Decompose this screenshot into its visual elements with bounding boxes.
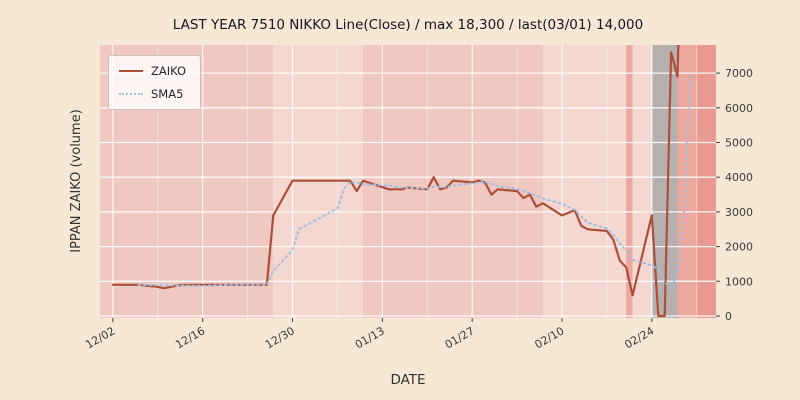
y-tick-label: 6000 (725, 102, 753, 115)
y-tick-label: 5000 (725, 137, 753, 150)
x-tick-label: 12/30 (263, 324, 297, 351)
y-tick-label: 2000 (725, 241, 753, 254)
background-band (696, 45, 717, 318)
legend-item-zaiko: ZAIKO (119, 64, 186, 78)
zaiko-line-swatch (119, 70, 143, 72)
x-axis-label: DATE (390, 372, 425, 388)
series-lines (111, 45, 692, 318)
background-band (626, 45, 633, 318)
x-tick-label: 12/16 (173, 324, 207, 351)
y-tick-label: 7000 (725, 67, 753, 80)
y-axis-label: IPPAN ZAIKO (volume) (69, 109, 84, 253)
x-tick-label: 02/10 (533, 324, 567, 351)
y-tick-label: 0 (725, 310, 732, 323)
background-bands (100, 45, 717, 318)
x-tick-label: 01/13 (353, 324, 387, 351)
legend-label-zaiko: ZAIKO (151, 64, 187, 78)
y-tick-label: 4000 (725, 171, 753, 184)
background-band (677, 45, 697, 318)
x-tick-label: 12/02 (83, 324, 117, 351)
legend-label-sma5: SMA5 (151, 87, 184, 101)
legend-item-sma5: SMA5 (119, 87, 186, 101)
legend: ZAIKO SMA5 (108, 55, 202, 110)
background-band (542, 45, 627, 318)
y-tick-label: 1000 (725, 275, 753, 288)
x-tick-label: 01/27 (443, 324, 477, 351)
sma5-line (137, 72, 692, 291)
background-band (632, 45, 652, 318)
y-tick-label: 3000 (725, 206, 753, 219)
chart-title: LAST YEAR 7510 NIKKO Line(Close) / max 1… (173, 17, 643, 33)
sma5-line-swatch (119, 93, 143, 95)
x-tick-label: 02/24 (622, 324, 656, 351)
